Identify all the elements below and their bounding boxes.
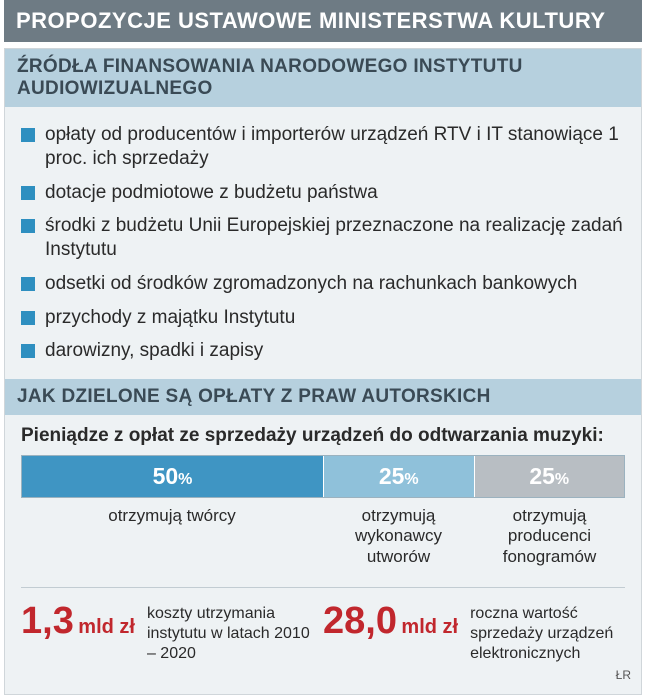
section2-subhead: Pieniądze z opłat ze sprzedaży urządzeń … bbox=[5, 415, 641, 455]
square-bullet-icon bbox=[21, 128, 35, 142]
bar-segment-3: 25% bbox=[474, 456, 625, 497]
bar-label-3: otrzymują producenci fonogramów bbox=[474, 504, 625, 569]
infographic-container: PROPOZYCJE USTAWOWE MINISTERSTWA KULTURY… bbox=[0, 0, 646, 699]
list-item: darowizny, spadki i zapisy bbox=[21, 339, 625, 363]
stat-number: 1,3 bbox=[21, 600, 74, 642]
list-item-text: dotacje podmiotowe z budżetu państwa bbox=[45, 181, 378, 205]
list-item: środki z budżetu Unii Europejskiej przez… bbox=[21, 214, 625, 262]
list-item-text: odsetki od środków zgromadzonych na rach… bbox=[45, 272, 577, 296]
stat-description: roczna wartość sprzedaży urządzeń elektr… bbox=[470, 602, 625, 664]
stats-row: 1,3 mld zł koszty utrzymania instytutu w… bbox=[21, 587, 625, 664]
list-item-text: darowizny, spadki i zapisy bbox=[45, 339, 263, 363]
bar-label-1: otrzymują twórcy bbox=[21, 504, 323, 569]
credit-text: ŁR bbox=[5, 664, 641, 682]
bar-label-2: otrzymują wykonawcy utworów bbox=[323, 504, 474, 569]
bar-segment-1: 50% bbox=[22, 456, 323, 497]
funding-sources-list: opłaty od producentów i importerów urząd… bbox=[5, 107, 641, 379]
segment-value: 50 bbox=[153, 463, 179, 489]
list-item: przychody z majątku Instytutu bbox=[21, 306, 625, 330]
section2-header: JAK DZIELONE SĄ OPŁATY Z PRAW AUTORSKICH bbox=[5, 379, 641, 415]
list-item-text: przychody z majątku Instytutu bbox=[45, 306, 295, 330]
bar-segment-2: 25% bbox=[323, 456, 474, 497]
list-item: dotacje podmiotowe z budżetu państwa bbox=[21, 181, 625, 205]
stat-number: 28,0 bbox=[323, 600, 397, 642]
content-panel: ŹRÓDŁA FINANSOWANIA NARODOWEGO INSTYTUTU… bbox=[4, 48, 642, 695]
stat-description: koszty utrzymania instytutu w latach 201… bbox=[147, 602, 323, 664]
segment-value: 25 bbox=[379, 463, 405, 489]
segment-unit: % bbox=[404, 471, 418, 488]
list-item: opłaty od producentów i importerów urząd… bbox=[21, 123, 625, 171]
list-item: odsetki od środków zgromadzonych na rach… bbox=[21, 272, 625, 296]
square-bullet-icon bbox=[21, 311, 35, 325]
section1-header: ŹRÓDŁA FINANSOWANIA NARODOWEGO INSTYTUTU… bbox=[5, 49, 641, 107]
segment-value: 25 bbox=[529, 463, 555, 489]
square-bullet-icon bbox=[21, 277, 35, 291]
stat-1: 1,3 mld zł koszty utrzymania instytutu w… bbox=[21, 602, 323, 664]
square-bullet-icon bbox=[21, 186, 35, 200]
stat-unit: mld zł bbox=[401, 616, 458, 638]
list-item-text: opłaty od producentów i importerów urząd… bbox=[45, 123, 625, 171]
segment-unit: % bbox=[555, 471, 569, 488]
main-title: PROPOZYCJE USTAWOWE MINISTERSTWA KULTURY bbox=[4, 0, 642, 42]
square-bullet-icon bbox=[21, 219, 35, 233]
square-bullet-icon bbox=[21, 344, 35, 358]
percentage-bar: 50% 25% 25% bbox=[21, 455, 625, 498]
stat-unit: mld zł bbox=[78, 616, 135, 638]
list-item-text: środki z budżetu Unii Europejskiej przez… bbox=[45, 214, 625, 262]
stat-2: 28,0 mld zł roczna wartość sprzedaży urz… bbox=[323, 602, 625, 664]
bar-labels-row: otrzymują twórcy otrzymują wykonawcy utw… bbox=[21, 504, 625, 569]
segment-unit: % bbox=[178, 471, 192, 488]
